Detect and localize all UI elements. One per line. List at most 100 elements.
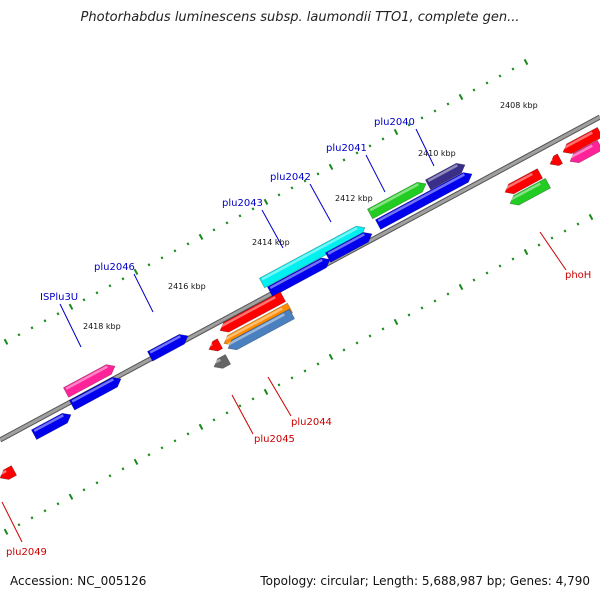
tick-dot — [186, 432, 190, 436]
tick-dot — [355, 341, 359, 345]
leader-plu2046 — [133, 273, 154, 313]
tick-dot — [446, 292, 450, 296]
tick-dot — [147, 263, 151, 267]
tick-dot — [433, 109, 437, 113]
gene-phoh-b[interactable] — [547, 153, 564, 169]
tick-dot — [290, 376, 294, 380]
gene-plu2036[interactable] — [567, 139, 600, 166]
tick-dot — [198, 423, 204, 430]
tick-dot — [198, 233, 204, 240]
tick-dot — [328, 163, 334, 171]
gene-plu2042[interactable] — [258, 223, 367, 289]
gene-label-plu2042[interactable]: plu2042 — [270, 172, 311, 183]
tick-dot — [108, 474, 112, 478]
gene-plu2045[interactable] — [211, 354, 232, 371]
gene-label-plu2049[interactable]: plu2049 — [6, 547, 47, 558]
tick-dot — [263, 198, 269, 206]
leader-plu2041 — [365, 154, 386, 193]
gene-label-plu2041[interactable]: plu2041 — [326, 143, 367, 154]
tick-dot — [328, 353, 334, 361]
tick-dot — [290, 186, 294, 190]
leader-plu2045 — [231, 394, 254, 435]
tick-dot — [121, 467, 125, 471]
tick-dot — [160, 256, 164, 260]
gene-phoh[interactable] — [507, 177, 552, 208]
gene-label-isplu3u[interactable]: ISPlu3U — [40, 292, 78, 303]
tick-dot — [186, 242, 190, 246]
tick-label-2408: 2408 kbp — [500, 101, 538, 110]
gene-plu2044[interactable] — [221, 302, 294, 348]
gene-label-plu2040[interactable]: plu2040 — [374, 117, 415, 128]
leader-plu2044 — [267, 376, 292, 417]
tick-dot — [393, 318, 399, 326]
gene-plu2045-a[interactable] — [206, 338, 224, 355]
gene-plu2046[interactable] — [146, 331, 190, 362]
tick-dot — [458, 93, 464, 101]
gene-plu2040[interactable] — [424, 160, 467, 190]
tick-dot — [277, 383, 281, 387]
tick-dot — [212, 418, 216, 422]
leader-plu2043 — [261, 209, 284, 249]
gene-label-plu2044[interactable]: plu2044 — [291, 417, 332, 428]
tick-dot — [95, 481, 99, 485]
tick-dot — [420, 306, 424, 310]
tick-dot — [563, 229, 567, 233]
gene-phoh-a[interactable] — [502, 168, 544, 198]
tick-dot — [523, 58, 529, 66]
tick-dot — [303, 369, 307, 373]
gene-plu2037[interactable] — [560, 126, 600, 157]
tick-dot — [381, 137, 385, 141]
summary-text: Topology: circular; Length: 5,688,987 bp… — [260, 574, 590, 588]
tick-dot — [523, 248, 529, 256]
tick-dot — [355, 151, 359, 155]
tick-dot — [68, 303, 74, 310]
tick-dot — [56, 502, 60, 506]
tick-dot — [537, 243, 541, 247]
gene-plu2043b[interactable] — [324, 229, 374, 263]
tick-dot — [133, 458, 139, 465]
gene-plu2047[interactable] — [30, 410, 73, 440]
tick-dot — [511, 257, 515, 261]
gene-isplu3u-b[interactable] — [68, 374, 123, 411]
tick-dot — [3, 338, 9, 345]
tick-dot — [95, 291, 99, 295]
tick-dot — [225, 221, 229, 225]
gene-plu2043a[interactable] — [266, 255, 332, 297]
tick-dot — [381, 327, 385, 331]
leader-lines — [1, 128, 567, 543]
tick-dot — [303, 179, 307, 183]
gene-isplu3u[interactable] — [62, 361, 117, 398]
gene-label-plu2045[interactable]: plu2045 — [254, 434, 295, 445]
tick-dot — [407, 123, 411, 127]
tick-label-2412: 2412 kbp — [335, 194, 373, 203]
leader-phoh — [539, 231, 567, 271]
tick-dot — [316, 362, 320, 366]
gene-plu2041[interactable] — [366, 179, 428, 220]
tick-dot — [472, 88, 476, 92]
gene-plu2039[interactable] — [374, 169, 474, 230]
gene-plu2044-b[interactable] — [225, 308, 296, 353]
tick-label-2418: 2418 kbp — [83, 322, 121, 331]
tick-dot — [251, 397, 255, 401]
tick-dot — [588, 213, 594, 221]
tick-dot — [3, 528, 9, 535]
tick-dot — [238, 404, 242, 408]
gene-label-phoh[interactable]: phoH — [565, 270, 591, 281]
tick-dot — [17, 523, 21, 527]
gene-label-plu2046[interactable]: plu2046 — [94, 262, 135, 273]
tick-dot — [498, 74, 502, 78]
tick-dot — [485, 271, 489, 275]
map-title: Photorhabdus luminescens subsp. laumondi… — [80, 10, 520, 25]
tick-dot — [407, 313, 411, 317]
accession-text: Accession: NC_005126 — [10, 574, 147, 588]
tick-label-2414: 2414 kbp — [252, 238, 290, 247]
gene-label-plu2043[interactable]: plu2043 — [222, 198, 263, 209]
tick-dot — [420, 116, 424, 120]
tick-dot — [550, 236, 554, 240]
gene-plu2049[interactable] — [0, 465, 18, 483]
tick-dot — [472, 278, 476, 282]
tick-dot — [82, 298, 86, 302]
gene-plu2044-top[interactable] — [217, 291, 287, 336]
tick-dot — [43, 509, 47, 513]
tick-dot — [263, 388, 269, 396]
